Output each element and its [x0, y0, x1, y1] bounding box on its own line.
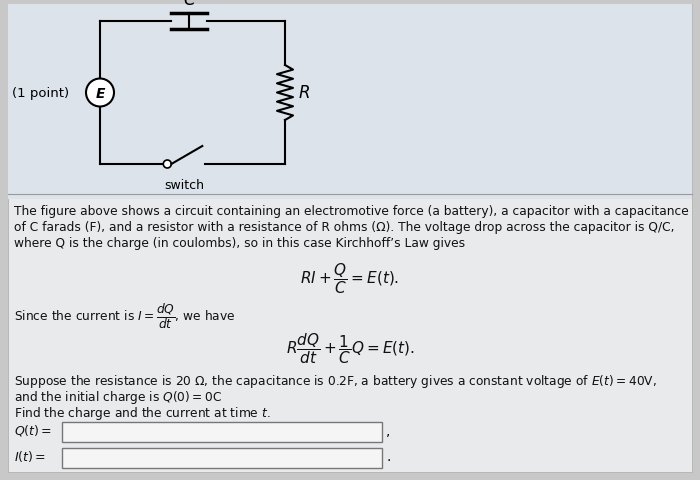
Text: ,: ,: [386, 423, 391, 437]
Text: .: .: [386, 449, 391, 463]
Text: where Q is the charge (in coulombs), so in this case Kirchhoff’s Law gives: where Q is the charge (in coulombs), so …: [14, 237, 465, 250]
Text: C: C: [183, 0, 195, 9]
Text: E: E: [95, 86, 105, 100]
Text: R: R: [299, 84, 311, 102]
Text: The figure above shows a circuit containing an electromotive force (a battery), : The figure above shows a circuit contain…: [14, 204, 689, 217]
Bar: [8, 5, 692, 200]
Text: Since the current is $I = \dfrac{dQ}{dt}$, we have: Since the current is $I = \dfrac{dQ}{dt}…: [14, 300, 236, 330]
Text: (1 point): (1 point): [12, 87, 69, 100]
Text: $R\dfrac{dQ}{dt} + \dfrac{1}{C}Q = E(t).$: $R\dfrac{dQ}{dt} + \dfrac{1}{C}Q = E(t).…: [286, 330, 414, 365]
Text: and the initial charge is $Q(0) = 0$C: and the initial charge is $Q(0) = 0$C: [14, 388, 222, 405]
Text: Note:: Note:: [14, 478, 46, 480]
Text: $Q(t) =$: $Q(t) =$: [14, 422, 52, 438]
Text: $RI + \dfrac{Q}{C} = E(t).$: $RI + \dfrac{Q}{C} = E(t).$: [300, 261, 400, 295]
Text: Find the charge and the current at time $t$.: Find the charge and the current at time …: [14, 404, 271, 421]
Circle shape: [86, 79, 114, 107]
Text: switch: switch: [164, 179, 204, 192]
Text: $I(t) =$: $I(t) =$: [14, 449, 46, 464]
Text: of C farads (F), and a resistor with a resistance of R ohms (Ω). The voltage dro: of C farads (F), and a resistor with a r…: [14, 220, 675, 233]
Bar: [62, 422, 382, 442]
Circle shape: [163, 161, 172, 168]
Bar: [62, 448, 382, 468]
Text: Suppose the resistance is 20 Ω, the capacitance is 0.2F, a battery gives a const: Suppose the resistance is 20 Ω, the capa…: [14, 372, 657, 389]
